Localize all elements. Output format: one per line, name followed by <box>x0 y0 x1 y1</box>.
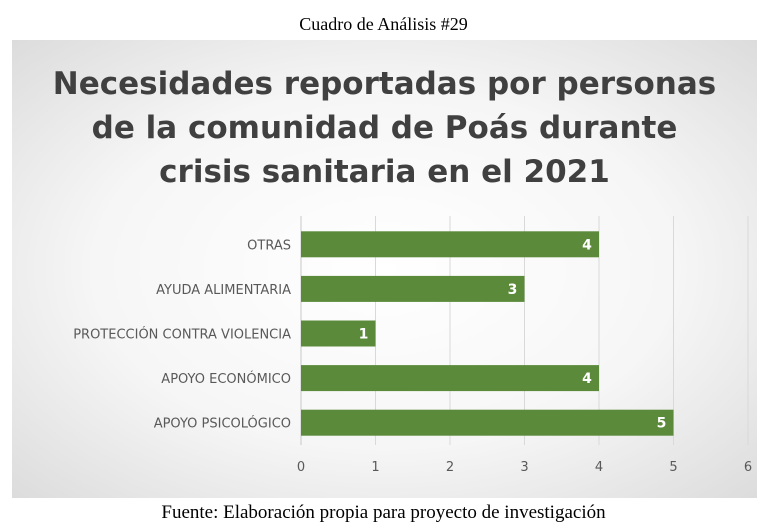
bar-chart-plot: OTRAS 4 AYUDA ALIMENTARIA 3 PROTECCIÓN CONTR… <box>73 216 752 475</box>
category-label: AYUDA ALIMENTARIA <box>156 283 291 298</box>
category-label: APOYO PSICOLÓGICO <box>154 416 291 432</box>
bar <box>301 320 376 347</box>
x-tick-label: 1 <box>371 460 379 475</box>
category-label: APOYO ECONÓMICO <box>161 371 291 387</box>
caption-bottom: Fuente: Elaboración propia para proyecto… <box>161 502 606 523</box>
x-tick-label: 2 <box>446 460 454 475</box>
chart-panel: Necesidades reportadas por personas de l… <box>12 40 757 498</box>
data-label: 5 <box>657 416 667 432</box>
data-label: 1 <box>359 327 369 343</box>
category-label: PROTECCIÓN CONTRA VIOLENCIA <box>73 327 291 343</box>
data-label: 4 <box>582 237 592 253</box>
x-tick-label: 3 <box>520 460 528 475</box>
chart-title-line: crisis sanitaria en el 2021 <box>159 154 610 190</box>
bar <box>301 409 674 436</box>
chart-title: Necesidades reportadas por personas de l… <box>12 62 757 194</box>
bar <box>301 365 599 392</box>
category-label: OTRAS <box>247 238 291 253</box>
chart-title-line: de la comunidad de Poás durante <box>91 110 678 146</box>
x-tick-label: 0 <box>297 460 305 475</box>
x-tick-label: 5 <box>669 460 677 475</box>
data-label: 3 <box>508 282 518 298</box>
caption-top: Cuadro de Análisis #29 <box>299 14 468 34</box>
x-tick-label: 4 <box>595 460 603 475</box>
data-label: 4 <box>582 371 592 387</box>
bar <box>301 275 525 302</box>
bar <box>301 231 599 258</box>
x-tick-label: 6 <box>744 460 752 475</box>
chart-title-line: Necesidades reportadas por personas <box>52 66 717 102</box>
